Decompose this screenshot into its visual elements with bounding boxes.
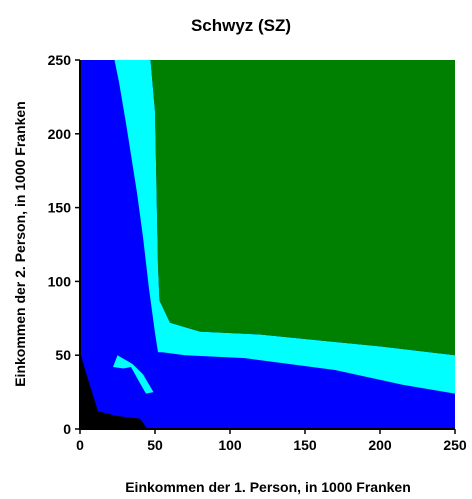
chart-title: Schwyz (SZ) xyxy=(191,16,291,35)
y-tick-label: 200 xyxy=(48,126,72,142)
y-tick-label: 0 xyxy=(63,421,71,437)
x-tick-label: 150 xyxy=(293,437,317,453)
x-tick-label: 50 xyxy=(147,437,163,453)
y-tick-label: 150 xyxy=(48,200,72,216)
region-3 xyxy=(113,355,154,394)
y-tick-label: 50 xyxy=(55,347,71,363)
y-axis: 0 50 100 150 200 250 xyxy=(48,52,80,437)
x-tick-label: 200 xyxy=(368,437,392,453)
region-1 xyxy=(80,352,148,429)
plot-area xyxy=(79,60,455,430)
region-2 xyxy=(114,60,455,394)
x-tick-label: 100 xyxy=(218,437,242,453)
x-tick-label: 250 xyxy=(443,437,467,453)
x-axis: 0 50 100 150 200 250 xyxy=(76,429,467,453)
y-tick-label: 100 xyxy=(48,273,72,289)
region-4 xyxy=(150,60,455,356)
y-axis-label: Einkommen der 2. Person, in 1000 Franken xyxy=(12,101,28,387)
x-tick-label: 0 xyxy=(76,437,84,453)
x-axis-label: Einkommen der 1. Person, in 1000 Franken xyxy=(125,479,411,495)
y-tick-label: 250 xyxy=(48,52,72,68)
